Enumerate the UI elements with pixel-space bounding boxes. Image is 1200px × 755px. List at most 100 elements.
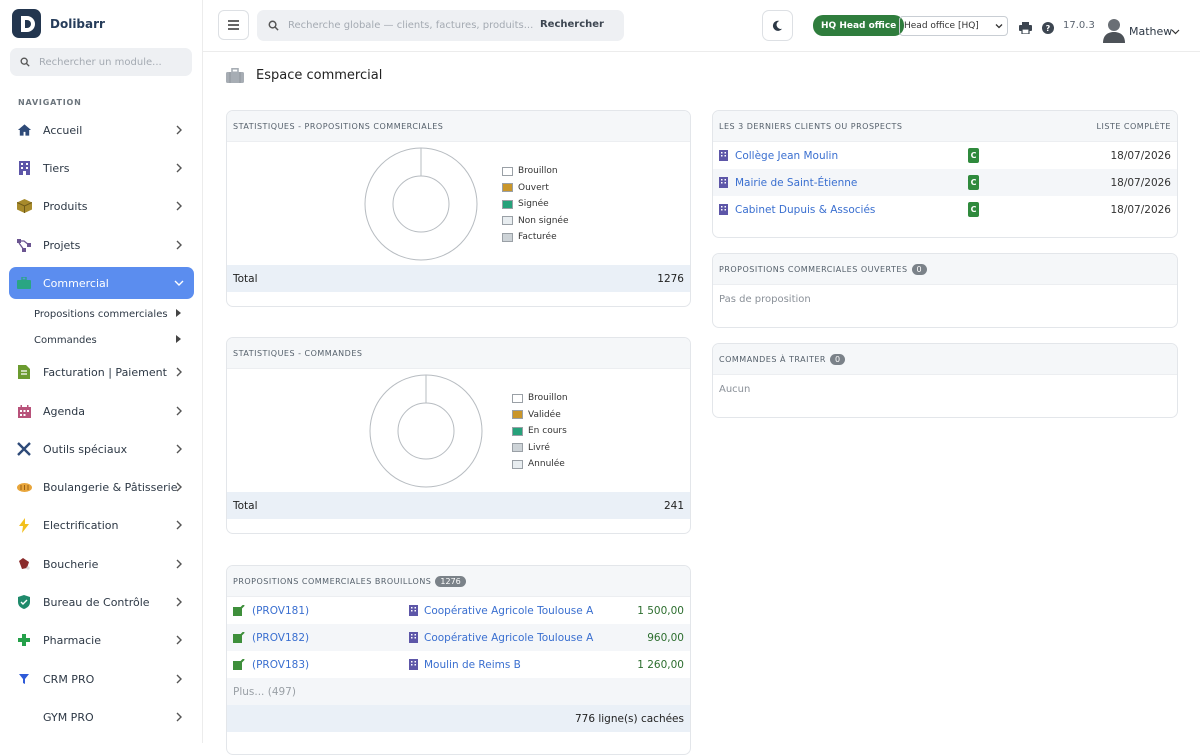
sidebar-item-tiers[interactable]: Tiers [9,152,194,184]
sidebar-item-electrification[interactable]: Electrification [9,509,194,541]
amount: 1 260,00 [637,658,684,671]
chevron-right-icon [176,367,182,377]
amount: 960,00 [647,631,684,644]
total-row: Total 1276 [227,265,690,292]
subitem-propositions[interactable]: Propositions commerciales [34,304,184,324]
subitem-commandes[interactable]: Commandes [34,330,184,350]
legend-item: Annulée [512,456,568,473]
sidebar-item-outils[interactable]: Outils spéciaux [9,433,194,465]
card-header: STATISTIQUES - PROPOSITIONS COMMERCIALES [227,111,690,142]
search-button[interactable]: Rechercher [539,19,604,30]
building-icon [719,204,728,218]
user-avatar[interactable] [1102,17,1126,43]
building-icon [16,160,32,176]
building-icon [409,659,418,673]
sidebar-item-label: Electrification [43,518,119,532]
logo[interactable]: Dolibarr [12,9,105,38]
client-link[interactable]: Coopérative Agricole Toulouse A [424,604,594,617]
sidebar-item-boucherie[interactable]: Boucherie [9,548,194,580]
sidebar-item-label: Facturation | Paiement [43,365,167,379]
tools-icon [16,441,32,457]
caret-right-icon [176,309,181,317]
full-list-link[interactable]: LISTE COMPLÈTE [1096,121,1171,131]
sidebar-item-accueil[interactable]: Accueil [9,114,194,146]
sidebar-item-agenda[interactable]: Agenda [9,395,194,427]
chevron-right-icon [176,240,182,250]
table-row: (PROV183) Moulin de Reims B 1 260,00 [227,651,690,678]
sidebar-item-projets[interactable]: Projets [9,229,194,261]
order-stats-card: STATISTIQUES - COMMANDES Brouillon Valid… [226,337,691,534]
date: 18/07/2026 [1110,149,1171,162]
menu-toggle-button[interactable] [218,10,249,40]
card-header: PROPOSITIONS COMMERCIALES OUVERTES 0 [713,254,1177,285]
building-icon [719,150,728,164]
topbar: Rechercher HQ Head office Head office [H… [203,0,1200,52]
proposal-ref-link[interactable]: (PROV183) [252,658,310,671]
sidebar-item-boulangerie[interactable]: Boulangerie & Pâtisserie [9,471,194,503]
count-badge: 0 [911,263,927,275]
svg-text:?: ? [1046,24,1051,33]
client-link[interactable]: Cabinet Dupuis & Associés [735,203,876,216]
proposal-ref-link[interactable]: (PROV182) [252,631,310,644]
client-link[interactable]: Coopérative Agricole Toulouse A [424,631,594,644]
total-value: 1276 [657,272,684,285]
sidebar-item-label: CRM PRO [43,672,95,686]
global-search-field[interactable]: Rechercher [257,10,624,41]
chevron-right-icon [176,674,182,684]
chevron-down-icon[interactable] [1171,27,1180,36]
proposal-legend: Brouillon Ouvert Signée Non signée Factu… [502,163,568,246]
building-icon [409,632,418,646]
chevron-right-icon [176,201,182,211]
nav-section-title: NAVIGATION [18,98,82,107]
dark-mode-toggle[interactable] [762,10,793,41]
chevron-right-icon [176,125,182,135]
card-title: PROPOSITIONS COMMERCIALES BROUILLONS [233,576,432,586]
orders-todo-card: COMMANDES À TRAITER 0 Aucun [712,343,1178,418]
legend-item: Signée [502,196,568,213]
chevron-right-icon [176,163,182,173]
sidebar-item-label: Agenda [43,404,85,418]
more-link[interactable]: Plus... (497) [227,678,690,705]
sidebar-item-produits[interactable]: Produits [9,190,194,222]
last-clients-card: LES 3 DERNIERS CLIENTS OU PROSPECTS LIST… [712,110,1178,238]
briefcase-icon [16,275,32,291]
caret-right-icon [176,335,181,343]
module-search-input[interactable] [39,56,179,68]
chevron-right-icon [176,712,182,722]
funnel-icon [16,671,32,687]
card-title: LES 3 DERNIERS CLIENTS OU PROSPECTS [719,121,903,131]
draft-proposals-card: PROPOSITIONS COMMERCIALES BROUILLONS 127… [226,565,691,755]
module-search-field[interactable] [10,48,192,76]
sidebar-item-label: Bureau de Contrôle [43,595,150,609]
global-search-input[interactable] [288,20,533,31]
sidebar-item-gym-pro[interactable]: GYM PRO [9,701,194,733]
empty-message: Pas de proposition [719,294,811,305]
chevron-right-icon [176,482,182,492]
proposal-ref-link[interactable]: (PROV181) [252,604,310,617]
chevron-right-icon [176,635,182,645]
sidebar-item-pharmacie[interactable]: Pharmacie [9,624,194,656]
chevron-right-icon [176,597,182,607]
user-name[interactable]: Mathew [1129,25,1173,38]
sidebar-item-label: Produits [43,199,88,213]
count-badge: 1276 [435,575,466,587]
entity-select[interactable]: Head office [HQ] [899,16,1008,36]
legend-item: Facturée [502,229,568,246]
client-link[interactable]: Mairie de Saint-Étienne [735,176,858,189]
card-header: STATISTIQUES - COMMANDES [227,338,690,369]
print-icon[interactable] [1019,19,1032,38]
client-link[interactable]: Collège Jean Moulin [735,149,839,162]
subitem-label: Commandes [34,334,97,346]
sidebar-item-facturation[interactable]: Facturation | Paiement [9,356,194,388]
dolibarr-logo-icon [12,9,41,38]
draft-proposal-icon [233,604,245,619]
sidebar-item-crm-pro[interactable]: CRM PRO [9,663,194,695]
client-link[interactable]: Moulin de Reims B [424,658,521,671]
chevron-down-icon [174,280,184,286]
building-icon [719,177,728,191]
sidebar-item-commercial[interactable]: Commercial [9,267,194,299]
sidebar-item-label: Accueil [43,123,83,137]
legend-item: Brouillon [512,390,568,407]
sidebar-item-bureau-controle[interactable]: Bureau de Contrôle [9,586,194,618]
help-icon[interactable]: ? [1042,19,1054,38]
